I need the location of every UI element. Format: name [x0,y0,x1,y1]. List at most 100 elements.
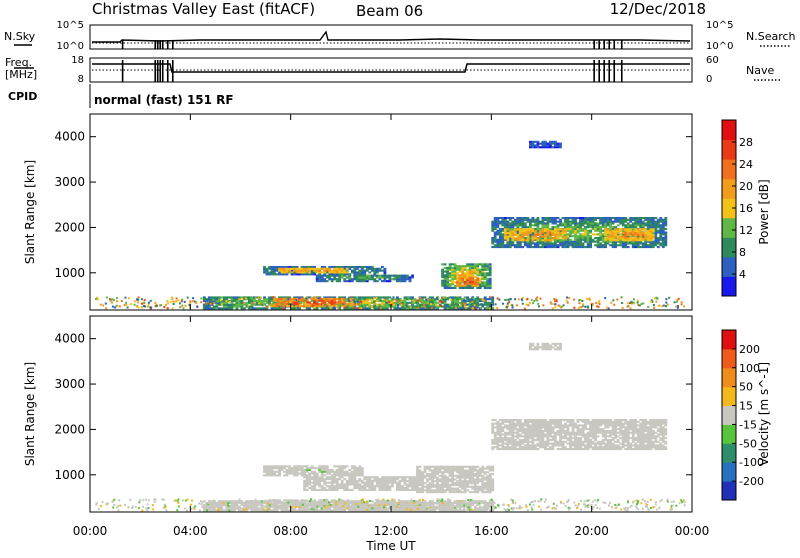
heatmap-cell-0-1805 [552,221,555,223]
heatmap-cell-0-2529 [544,234,547,236]
heatmap-cell-0-1995 [587,246,590,248]
heatmap-cell-1-1037 [278,508,281,510]
heatmap-cell-1-534 [424,477,427,479]
heatmap-cell-0-249 [328,270,331,272]
heatmap-cell-1-529 [421,473,424,475]
heatmap-cell-0-2387 [657,239,660,241]
heatmap-cell-1-152 [341,465,344,467]
heatmap-cell-0-2655 [637,237,640,239]
heatmap-cell-0-2606 [617,237,620,239]
heatmap-cell-0-2517 [539,234,542,236]
heatmap-cell-0-346 [373,280,376,282]
heatmap-cell-0-1519 [501,221,504,223]
heatmap-cell-0-2476 [519,232,522,234]
heatmap-speckle-0-161 [553,298,555,300]
heatmap-cell-0-1502 [499,230,502,232]
heatmap-speckle-0-499 [311,298,313,300]
heatmap-cell-1-600 [436,469,439,471]
heatmap-cell-0-2414 [662,239,665,241]
heatmap-cell-1-227 [316,483,319,485]
heatmap-cell-0-24 [276,268,279,270]
heatmap-cell-0-2299 [642,244,645,246]
heatmap-cell-0-1963 [579,222,582,224]
heatmap-cell-0-1123 [404,298,407,300]
heatmap-cell-1-1609 [379,502,382,504]
heatmap-cell-1-664 [449,469,452,471]
heatmap-cell-0-2551 [554,228,557,230]
heatmap-cell-0-2438 [664,217,667,219]
heatmap-cell-0-2634 [627,228,630,230]
heatmap-cell-0-1474 [494,224,497,226]
heatmap-cell-0-1562 [509,224,512,226]
heatmap-speckle-0-498 [639,304,641,306]
heatmap-cell-1-361 [368,478,371,480]
heatmap-cell-1-1583 [361,506,364,508]
heatmap-cell-0-522 [466,269,469,271]
heatmap-cell-0-511 [464,267,467,269]
heatmap-cell-0-811 [263,296,266,298]
heatmap-cell-0-580 [479,272,482,274]
heatmap-cell-0-822 [271,307,274,309]
heatmap-cell-0-1 [263,270,266,272]
heatmap-cell-0-2541 [552,239,555,241]
heatmap-cell-0-805 [261,302,264,304]
heatmap-cell-0-657 [471,279,474,281]
heatmap-speckle-0-457 [455,297,457,299]
heatmap-cell-0-2402 [659,232,662,234]
heatmap-cell-1-1537 [318,501,321,503]
heatmap-cell-0-2035 [592,217,595,219]
heatmap-cell-0-2268 [637,244,640,246]
heatmap-speckle-0-160 [622,307,624,309]
heatmap-speckle-0-149 [294,300,296,302]
heatmap-cell-0-1717 [537,224,540,226]
heatmap-cell-1-89 [306,467,309,469]
heatmap-cell-1-287 [338,478,341,480]
heatmap-cell-0-2437 [664,219,667,221]
heatmap-cell-0-1261 [464,296,467,298]
heatmap-cell-0-311 [348,280,351,282]
heatmap-cell-1-782 [474,488,477,490]
heatmap-cell-0-1791 [549,228,552,230]
heatmap-cell-1-67 [296,471,299,473]
heatmap-speckle-0-433 [249,306,251,308]
heatmap-cell-0-1549 [506,221,509,223]
heatmap-cell-0-2166 [617,224,620,226]
heatmap-cell-0-143 [346,266,349,268]
heatmap-cell-1-422 [391,482,394,484]
heatmap-cell-0-2147 [614,242,617,244]
heatmap-cell-0-1536 [506,246,509,248]
heatmap-cell-1-835 [484,478,487,480]
heatmap-cell-0-434 [449,280,452,282]
heatmap-cell-0-445 [451,280,454,282]
heatmap-cell-0-2 [263,268,266,270]
heatmap-cell-1-710 [459,477,462,479]
heatmap-cell-0-2146 [614,244,617,246]
heatmap-cell-1-165 [351,474,354,476]
heatmap-cell-1-75 [301,474,304,476]
heatmap-cell-0-1427 [336,298,339,300]
heatmap-cell-1-455 [404,478,407,480]
heatmap-cell-0-1646 [524,226,527,228]
heatmap-cell-1-1433 [474,500,477,502]
heatmap-cell-0-2439 [504,237,507,239]
heatmap-cell-1-440 [399,483,402,485]
heatmap-cell-0-2393 [657,222,660,224]
heatmap-cell-0-1423 [333,300,336,302]
heatmap-cell-0-2540 [549,230,552,232]
heatmap-cell-1-540 [426,491,429,493]
heatmap-cell-1-35 [278,469,281,471]
heatmap-cell-0-256 [336,271,339,273]
heatmap-cell-1-745 [466,486,469,488]
heatmap-cell-0-2433 [664,228,667,230]
heatmap-cell-0-1944 [577,232,580,234]
heatmap-cell-0-1243 [456,300,459,302]
heatmap-cell-0-734 [231,307,234,309]
heatmap-cell-1-818 [481,488,484,490]
heatmap-cell-1-55 [291,473,294,475]
heatmap-cell-0-1424 [333,298,336,300]
heatmap-cell-0-217 [298,271,301,273]
heatmap-speckle-0-432 [681,303,683,305]
heatmap-cell-1-596 [436,478,439,480]
heatmap-cell-0-318 [353,276,356,278]
heatmap-cell-0-269 [346,268,349,270]
